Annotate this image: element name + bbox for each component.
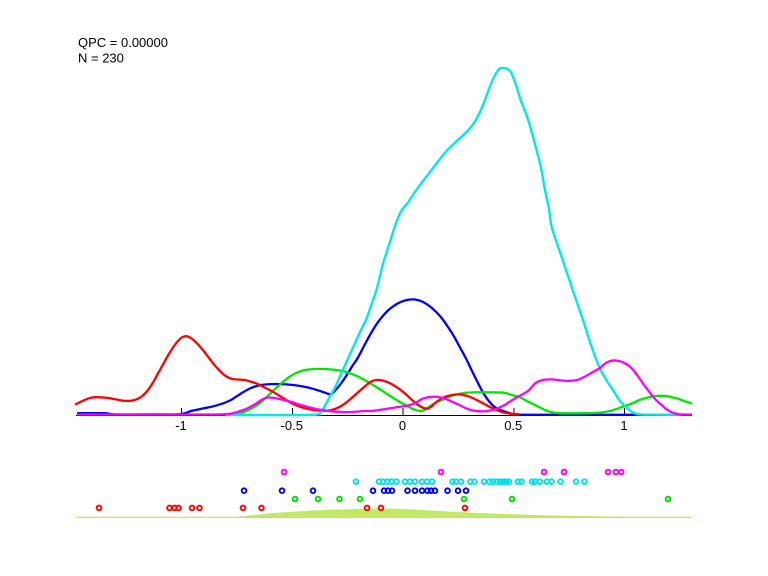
svg-text:0: 0 (399, 418, 406, 433)
svg-text:1: 1 (620, 418, 627, 433)
svg-text:0.5: 0.5 (504, 418, 522, 433)
svg-text:-0.5: -0.5 (281, 418, 303, 433)
svg-text:N = 230: N = 230 (78, 50, 124, 65)
svg-text:QPC = 0.00000: QPC = 0.00000 (78, 35, 168, 50)
svg-text:-1: -1 (175, 418, 187, 433)
